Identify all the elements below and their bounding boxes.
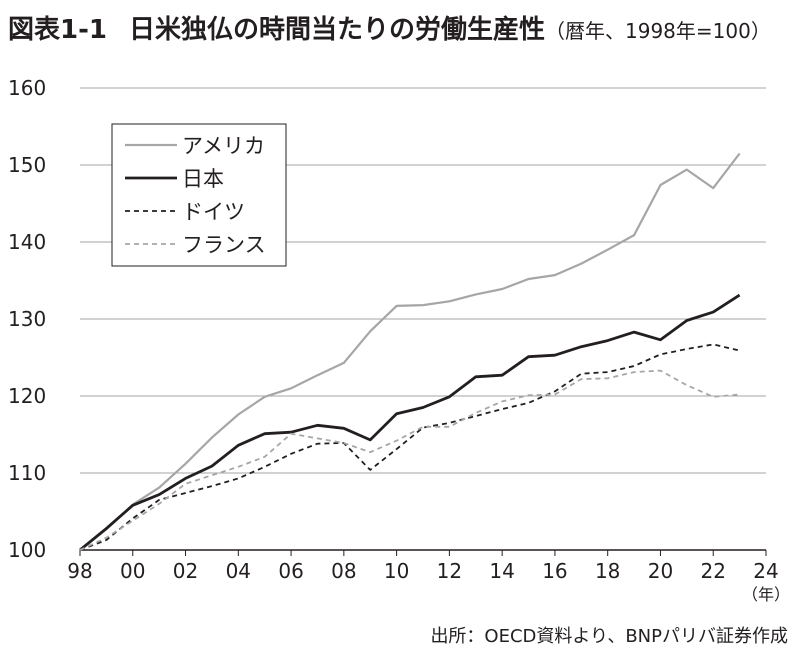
x-tick-label: 22 [701,559,726,583]
x-tick-label: 02 [173,559,198,583]
series-line-france [79,369,740,551]
x-tick-label: 24 [753,559,778,583]
series-line-japan [79,293,741,552]
x-tick-label: 20 [648,559,673,583]
x-tick-label: 08 [331,559,356,583]
x-tick-label: 00 [120,559,145,583]
legend-label-germany: ドイツ [182,200,245,224]
legend-box [111,123,287,267]
x-tick-label: 06 [278,559,303,583]
x-tick-label: 10 [384,559,409,583]
y-tick-label: 130 [8,307,46,331]
x-tick-label: 98 [67,559,92,583]
legend-label-france: フランス [182,233,266,257]
y-tick-label: 160 [8,76,46,100]
title-text: 日米独仏の時間当たりの労働生産性 [128,15,545,45]
series-line-usa [79,152,741,551]
series-line-germany [79,343,740,551]
x-axis-unit: （年） [742,585,790,604]
legend-label-usa: アメリカ [182,134,265,158]
y-tick-label: 150 [8,153,46,177]
x-tick-label: 16 [542,559,567,583]
y-tick-label: 140 [8,230,46,254]
chart-title: 図表1-1 日米独仏の時間当たりの労働生産性（暦年、1998年=100） [8,10,771,50]
x-tick-label: 12 [437,559,462,583]
y-tick-label: 110 [8,461,46,485]
y-tick-label: 100 [8,538,46,562]
x-tick-label: 14 [489,559,514,583]
legend-label-japan: 日本 [182,167,224,191]
figure-code: 図表1-1 [8,15,107,45]
x-tick-label: 04 [226,559,251,583]
x-tick-label: 18 [595,559,620,583]
title-subtitle: （暦年、1998年=100） [545,19,771,43]
source-note: 出所：OECD資料より、BNPパリバ証券作成 [430,626,788,647]
y-tick-label: 120 [8,384,46,408]
